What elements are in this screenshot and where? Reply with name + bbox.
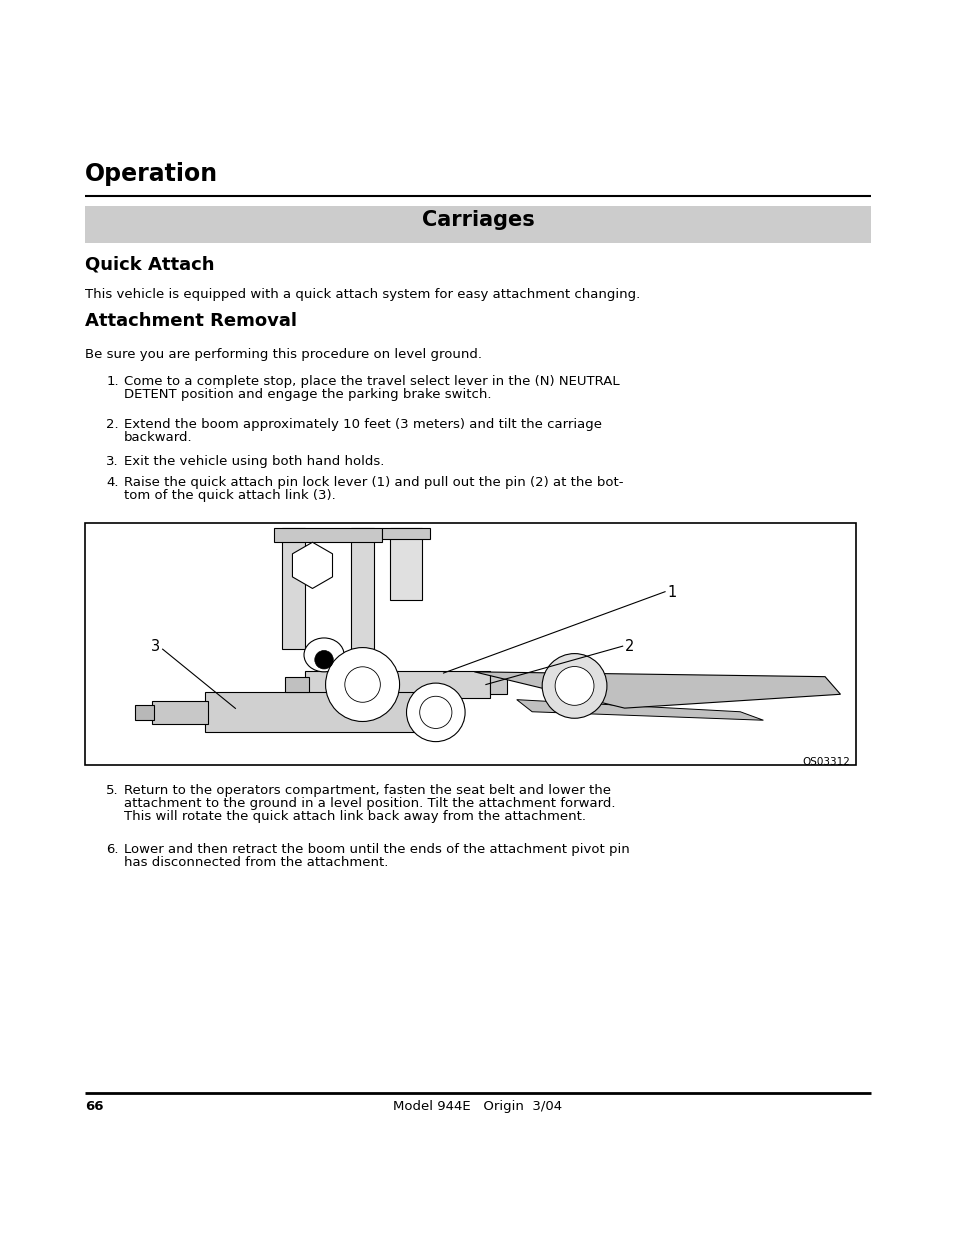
Circle shape: [406, 683, 465, 742]
Bar: [489, 676, 506, 694]
Circle shape: [419, 697, 452, 729]
Text: Extend the boom approximately 10 feet (3 meters) and tilt the carriage: Extend the boom approximately 10 feet (3…: [124, 417, 601, 431]
Bar: [274, 527, 381, 542]
Text: 6.: 6.: [106, 844, 118, 856]
Bar: [85, 522, 855, 764]
Text: Operation: Operation: [85, 162, 218, 186]
Bar: [135, 704, 154, 720]
Text: This vehicle is equipped with a quick attach system for easy attachment changing: This vehicle is equipped with a quick at…: [85, 288, 639, 301]
Text: 66: 66: [85, 1100, 104, 1113]
Text: Lower and then retract the boom until the ends of the attachment pivot pin: Lower and then retract the boom until th…: [124, 844, 629, 856]
Text: 2: 2: [624, 640, 634, 655]
Text: Be sure you are performing this procedure on level ground.: Be sure you are performing this procedur…: [85, 348, 481, 361]
Polygon shape: [474, 672, 840, 708]
Bar: [285, 677, 309, 693]
Text: attachment to the ground in a level position. Tilt the attachment forward.: attachment to the ground in a level posi…: [124, 797, 615, 810]
Polygon shape: [517, 700, 762, 720]
Text: Attachment Removal: Attachment Removal: [85, 312, 296, 330]
Ellipse shape: [304, 638, 344, 672]
Text: Come to a complete stop, place the travel select lever in the (N) NEUTRAL: Come to a complete stop, place the trave…: [124, 375, 619, 388]
Text: 1: 1: [666, 584, 676, 600]
Text: 5.: 5.: [106, 784, 118, 797]
Text: 2.: 2.: [106, 417, 118, 431]
Bar: [152, 701, 208, 724]
Bar: [389, 527, 421, 600]
Bar: [304, 671, 489, 699]
Text: backward.: backward.: [124, 431, 193, 445]
Text: Return to the operators compartment, fasten the seat belt and lower the: Return to the operators compartment, fas…: [124, 784, 611, 797]
Circle shape: [344, 667, 380, 703]
Text: OS03312: OS03312: [801, 757, 849, 767]
Text: This will rotate the quick attach link back away from the attachment.: This will rotate the quick attach link b…: [124, 810, 585, 823]
Text: Exit the vehicle using both hand holds.: Exit the vehicle using both hand holds.: [124, 454, 384, 468]
Bar: [281, 527, 304, 648]
Circle shape: [555, 667, 594, 705]
Circle shape: [314, 651, 333, 669]
Text: Quick Attach: Quick Attach: [85, 254, 214, 273]
Bar: [204, 693, 432, 732]
Text: 1.: 1.: [106, 375, 118, 388]
Polygon shape: [293, 542, 333, 588]
Text: 3.: 3.: [106, 454, 118, 468]
Text: Carriages: Carriages: [421, 210, 534, 231]
Text: DETENT position and engage the parking brake switch.: DETENT position and engage the parking b…: [124, 388, 491, 401]
Text: has disconnected from the attachment.: has disconnected from the attachment.: [124, 856, 388, 869]
Text: 4.: 4.: [106, 475, 118, 489]
Bar: [85, 206, 870, 243]
Bar: [432, 703, 462, 721]
Circle shape: [541, 653, 606, 719]
Bar: [351, 527, 374, 648]
Bar: [381, 527, 429, 538]
Circle shape: [325, 647, 399, 721]
Text: Raise the quick attach pin lock lever (1) and pull out the pin (2) at the bot-: Raise the quick attach pin lock lever (1…: [124, 475, 623, 489]
Text: 3: 3: [151, 640, 159, 655]
Text: tom of the quick attach link (3).: tom of the quick attach link (3).: [124, 489, 335, 501]
Text: Model 944E   Origin  3/04: Model 944E Origin 3/04: [393, 1100, 562, 1113]
